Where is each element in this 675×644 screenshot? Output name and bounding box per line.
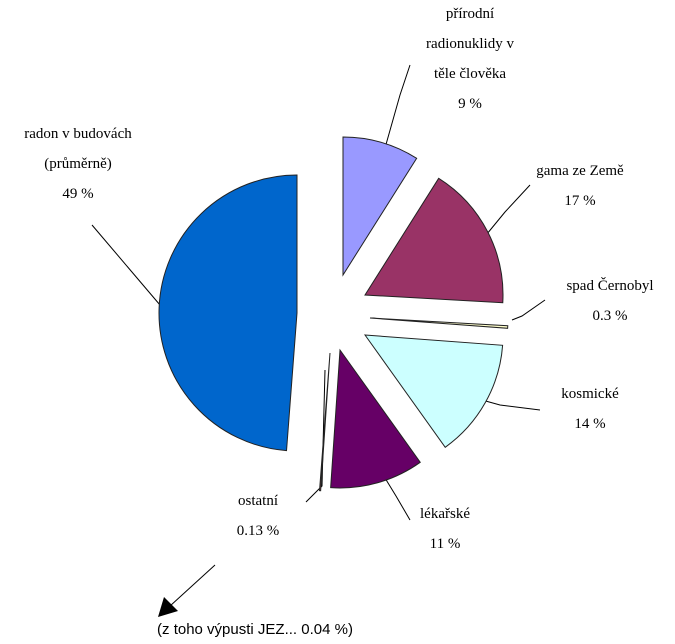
pie-slice (369, 317, 509, 329)
value-label: 11 % (430, 536, 461, 552)
value-label: 17 % (564, 193, 595, 209)
slice-label: gama ze Země (536, 163, 624, 179)
slice-label: radon v budovách (průměrně) (24, 126, 132, 172)
leader-line (384, 64, 411, 149)
pie-slice (342, 136, 418, 277)
arrow-head (158, 597, 178, 617)
leader-line (481, 399, 541, 411)
value-label: 14 % (574, 416, 605, 432)
leader-line (384, 477, 411, 521)
pie-slice (158, 174, 298, 452)
arrow-line (169, 564, 216, 607)
slice-label: lékařské (420, 506, 470, 522)
pie-slice (364, 177, 504, 304)
pie-slice (318, 352, 331, 492)
value-label: 9 % (458, 96, 482, 112)
leader-line (91, 224, 161, 306)
leader-line (305, 369, 326, 503)
value-label: 0.13 % (237, 523, 280, 539)
leader-line (511, 299, 546, 321)
pie-slice (330, 348, 421, 489)
slice-label: ostatní (238, 493, 278, 509)
leader-line (481, 184, 531, 241)
slice-label: kosmické (561, 386, 619, 402)
value-label: 49 % (62, 186, 93, 202)
annotation: (z toho výpusti JEZ... 0.04 %) (157, 621, 353, 638)
pie-slice (363, 334, 504, 448)
slice-label: přírodní radionuklidy v těle člověka (426, 6, 514, 82)
value-label: 0.3 % (593, 308, 628, 324)
slice-label: spad Černobyl (566, 277, 653, 294)
